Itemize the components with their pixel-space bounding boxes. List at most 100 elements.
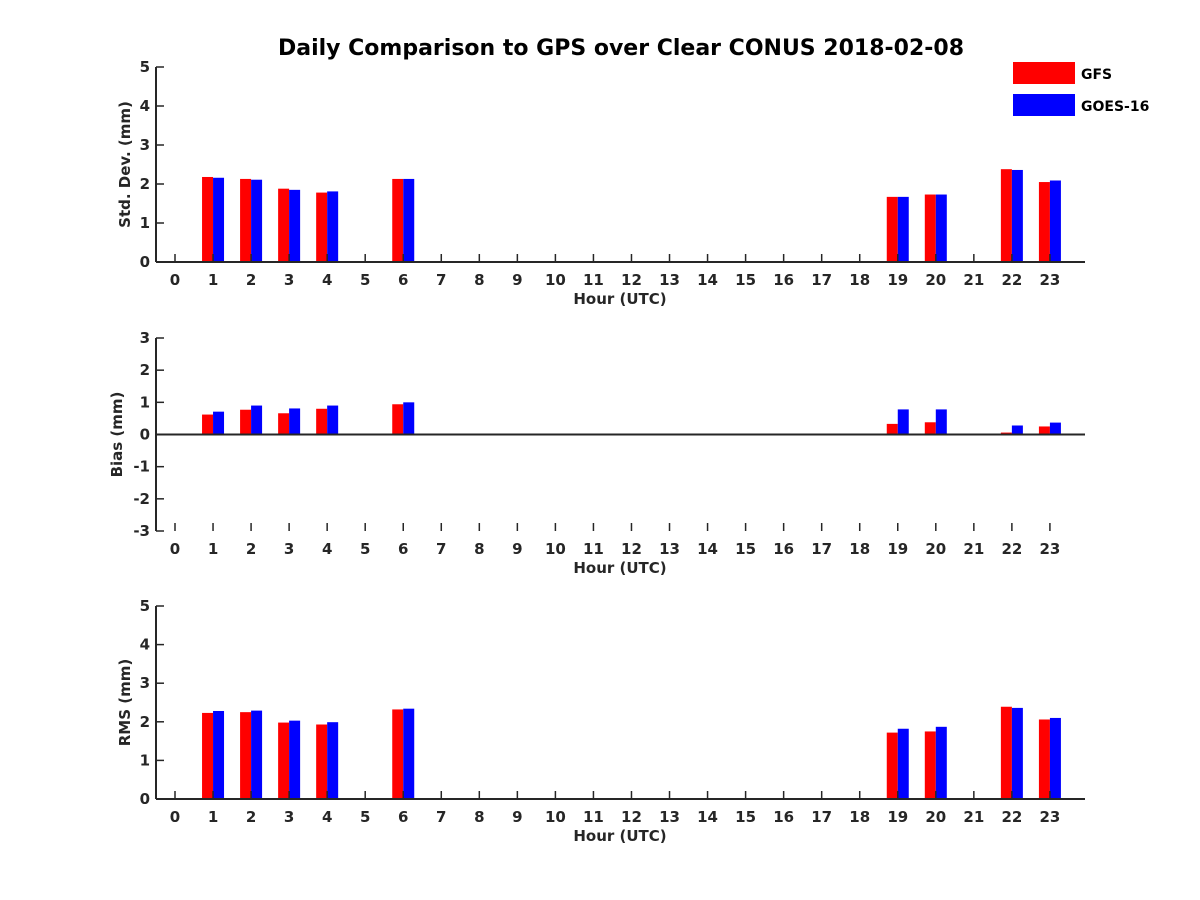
x-tick-label-bias: 10 [545, 540, 566, 558]
x-tick-label-rms: 17 [811, 808, 832, 826]
bar-rms-goes16-hour-6 [403, 708, 415, 799]
bar-bias-goes16-hour-19 [897, 409, 909, 435]
bar-stddev-goes16-hour-2 [251, 179, 263, 262]
x-tick-label-stddev: 1 [208, 271, 218, 289]
x-tick-label-bias: 13 [659, 540, 680, 558]
x-tick-label-bias: 11 [583, 540, 604, 558]
x-tick-label-stddev: 20 [925, 271, 946, 289]
bar-bias-goes16-hour-4 [327, 405, 339, 435]
x-tick-label-bias: 7 [436, 540, 446, 558]
x-tick-label-stddev: 3 [284, 271, 294, 289]
bar-rms-goes16-hour-3 [289, 720, 301, 799]
bar-rms-gfs-hour-6 [392, 709, 404, 799]
x-tick-label-stddev: 12 [621, 271, 642, 289]
bar-stddev-goes16-hour-3 [289, 189, 301, 262]
x-tick-label-stddev: 9 [512, 271, 522, 289]
legend: GFS GOES-16 [1013, 62, 1149, 116]
y-tick-label-bias: -1 [133, 458, 150, 476]
bar-bias-goes16-hour-1 [213, 411, 225, 435]
bar-rms-goes16-hour-2 [251, 710, 263, 799]
x-tick-label-bias: 1 [208, 540, 218, 558]
x-tick-label-stddev: 15 [735, 271, 756, 289]
x-tick-label-rms: 12 [621, 808, 642, 826]
y-tick-label-rms: 4 [140, 636, 150, 654]
y-tick-label-rms: 2 [140, 713, 150, 731]
x-tick-label-rms: 15 [735, 808, 756, 826]
x-tick-label-rms: 7 [436, 808, 446, 826]
bar-bias-gfs-hour-19 [886, 423, 898, 435]
x-axis-label-stddev: Hour (UTC) [573, 290, 666, 308]
x-tick-label-rms: 23 [1039, 808, 1060, 826]
x-tick-label-bias: 14 [697, 540, 718, 558]
x-tick-label-bias: 23 [1039, 540, 1060, 558]
bar-bias-goes16-hour-6 [403, 402, 415, 435]
x-tick-label-bias: 16 [773, 540, 794, 558]
bar-rms-goes16-hour-23 [1049, 717, 1061, 799]
x-tick-label-stddev: 23 [1039, 271, 1060, 289]
y-axis-label-bias: Bias (mm) [108, 392, 126, 478]
bar-stddev-goes16-hour-1 [213, 177, 225, 262]
y-tick-label-stddev: 2 [140, 175, 150, 193]
bar-stddev-gfs-hour-19 [886, 196, 898, 262]
x-tick-label-rms: 8 [474, 808, 484, 826]
x-tick-label-bias: 17 [811, 540, 832, 558]
y-tick-label-stddev: 3 [140, 136, 150, 154]
y-tick-label-bias: 2 [140, 361, 150, 379]
x-axis-label-rms: Hour (UTC) [573, 827, 666, 845]
legend-label-goes16: GOES-16 [1081, 99, 1149, 115]
y-tick-label-bias: 1 [140, 393, 150, 411]
bar-rms-goes16-hour-1 [213, 710, 225, 799]
x-tick-label-bias: 15 [735, 540, 756, 558]
x-tick-label-rms: 20 [925, 808, 946, 826]
bar-bias-gfs-hour-23 [1038, 426, 1050, 435]
x-axis-label-bias: Hour (UTC) [573, 559, 666, 577]
y-tick-label-stddev: 5 [140, 58, 150, 76]
bar-rms-gfs-hour-4 [316, 724, 328, 799]
legend-swatch-goes16 [1013, 94, 1075, 116]
x-tick-label-bias: 2 [246, 540, 256, 558]
x-tick-label-stddev: 4 [322, 271, 332, 289]
bar-stddev-gfs-hour-3 [278, 188, 290, 262]
bar-bias-goes16-hour-22 [1011, 425, 1023, 435]
bar-stddev-goes16-hour-20 [935, 194, 947, 262]
x-tick-label-bias: 12 [621, 540, 642, 558]
bar-bias-gfs-hour-2 [240, 409, 252, 435]
x-tick-label-stddev: 7 [436, 271, 446, 289]
bar-stddev-goes16-hour-4 [327, 191, 339, 262]
x-tick-label-stddev: 6 [398, 271, 408, 289]
x-tick-label-stddev: 22 [1001, 271, 1022, 289]
bar-stddev-gfs-hour-1 [202, 176, 214, 262]
x-tick-label-bias: 0 [170, 540, 180, 558]
bar-bias-goes16-hour-23 [1049, 422, 1061, 435]
bar-rms-goes16-hour-20 [935, 726, 947, 799]
y-tick-label-bias: 0 [140, 426, 150, 444]
bar-rms-gfs-hour-3 [278, 722, 290, 799]
x-tick-label-rms: 21 [963, 808, 984, 826]
y-tick-label-stddev: 0 [140, 253, 150, 271]
x-tick-label-rms: 5 [360, 808, 370, 826]
bar-rms-gfs-hour-1 [202, 712, 214, 799]
x-tick-label-rms: 22 [1001, 808, 1022, 826]
y-tick-label-rms: 3 [140, 674, 150, 692]
y-axis-label-rms: RMS (mm) [116, 659, 134, 746]
bar-rms-gfs-hour-22 [1000, 706, 1012, 799]
bar-stddev-gfs-hour-4 [316, 192, 328, 262]
bar-stddev-goes16-hour-22 [1011, 169, 1023, 262]
bar-stddev-gfs-hour-20 [924, 194, 936, 262]
y-tick-label-rms: 1 [140, 751, 150, 769]
x-tick-label-stddev: 18 [849, 271, 870, 289]
x-tick-label-rms: 14 [697, 808, 718, 826]
x-tick-label-stddev: 2 [246, 271, 256, 289]
bar-stddev-goes16-hour-6 [403, 178, 415, 262]
y-tick-label-bias: -3 [133, 522, 150, 540]
bar-stddev-gfs-hour-22 [1000, 169, 1012, 262]
y-tick-label-rms: 0 [140, 790, 150, 808]
x-tick-label-stddev: 16 [773, 271, 794, 289]
y-tick-label-stddev: 4 [140, 97, 150, 115]
bar-rms-gfs-hour-19 [886, 732, 898, 799]
x-tick-label-rms: 4 [322, 808, 332, 826]
y-tick-label-bias: 3 [140, 329, 150, 347]
x-tick-label-stddev: 19 [887, 271, 908, 289]
